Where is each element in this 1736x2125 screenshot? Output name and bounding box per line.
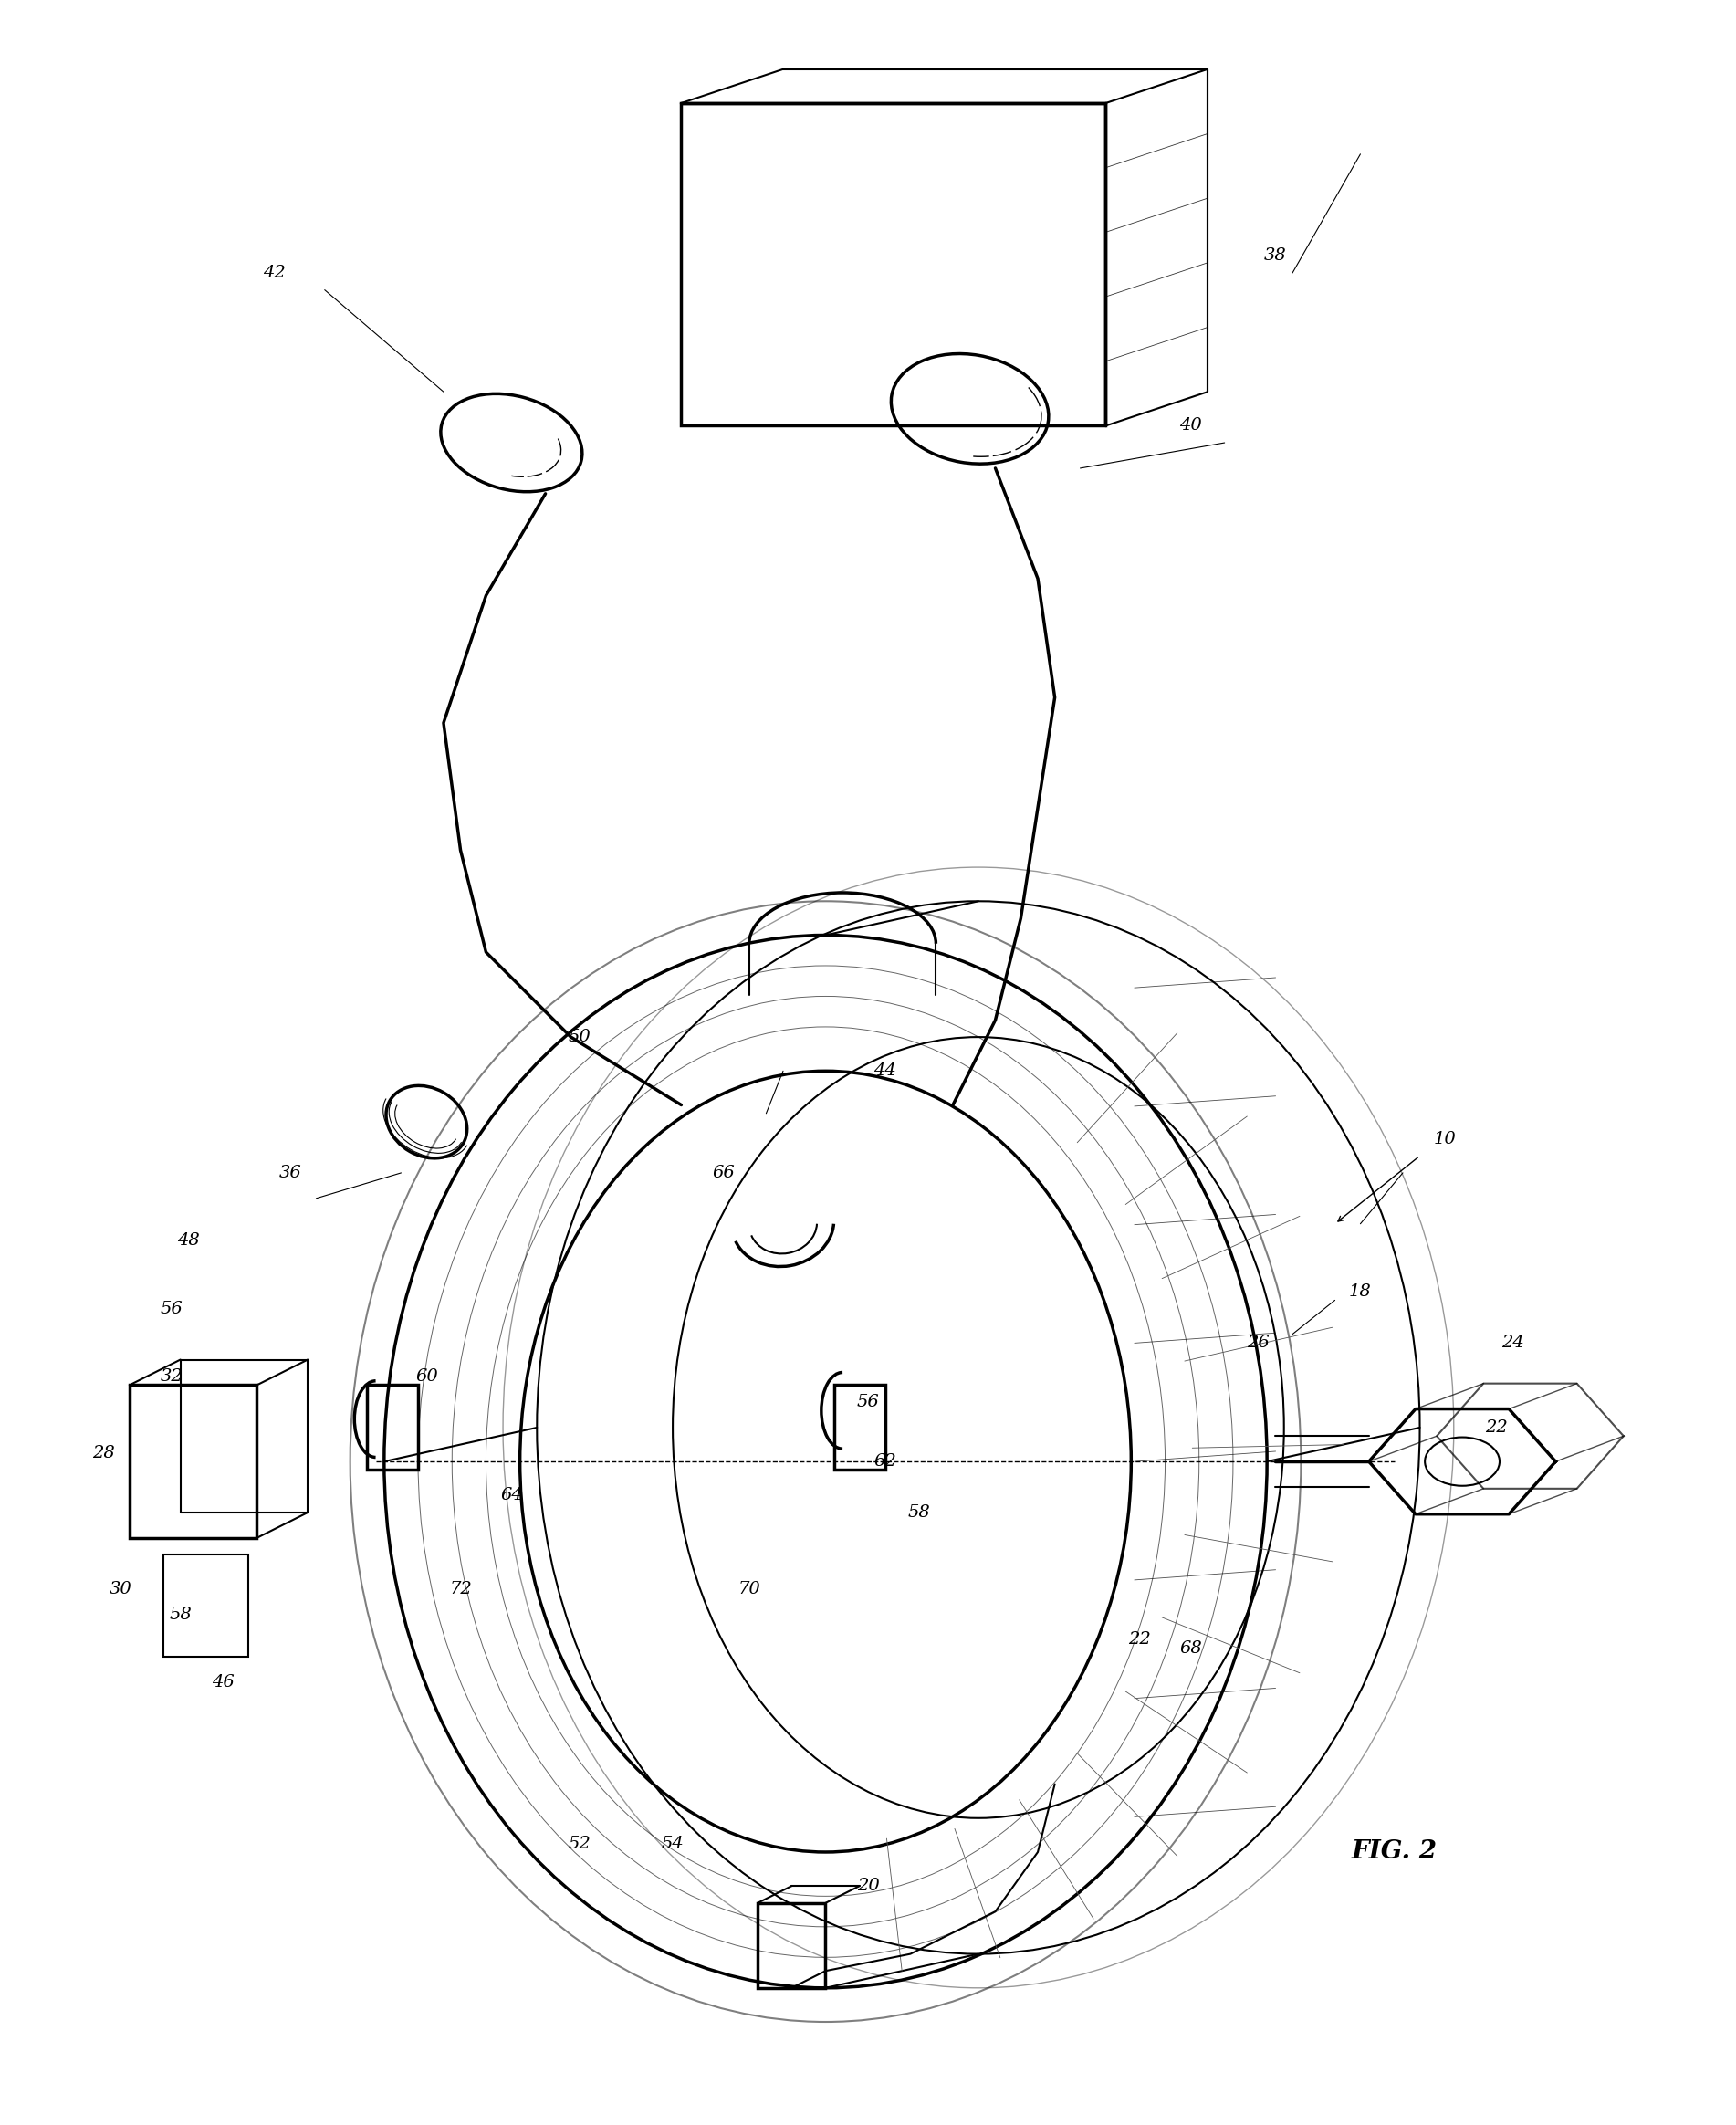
- Text: 54: 54: [661, 1836, 684, 1851]
- Text: 66: 66: [712, 1164, 734, 1182]
- Text: 44: 44: [873, 1062, 896, 1080]
- Text: 72: 72: [450, 1581, 472, 1598]
- Text: 32: 32: [161, 1368, 184, 1386]
- Text: 68: 68: [1179, 1640, 1201, 1658]
- Text: 58: 58: [168, 1606, 191, 1624]
- Text: 22: 22: [1484, 1420, 1507, 1436]
- Text: 10: 10: [1434, 1130, 1457, 1148]
- Text: 18: 18: [1349, 1283, 1371, 1300]
- Text: 48: 48: [177, 1232, 200, 1250]
- Text: 52: 52: [568, 1836, 590, 1851]
- Text: 60: 60: [415, 1368, 437, 1386]
- Text: 50: 50: [568, 1028, 590, 1046]
- Text: FIG. 2: FIG. 2: [1351, 1840, 1437, 1864]
- Text: 22: 22: [1128, 1632, 1151, 1649]
- Text: 56: 56: [161, 1300, 184, 1317]
- Text: 56: 56: [856, 1394, 880, 1411]
- Text: 58: 58: [908, 1504, 930, 1522]
- Text: 46: 46: [212, 1674, 234, 1692]
- Text: 30: 30: [109, 1581, 132, 1598]
- Text: 28: 28: [92, 1445, 115, 1462]
- Text: 26: 26: [1246, 1334, 1269, 1352]
- Text: 64: 64: [500, 1487, 523, 1504]
- Text: 62: 62: [873, 1454, 896, 1470]
- Text: 36: 36: [279, 1164, 302, 1182]
- Text: 42: 42: [262, 266, 285, 280]
- Text: 24: 24: [1502, 1334, 1524, 1352]
- Text: 38: 38: [1264, 249, 1286, 264]
- Text: 40: 40: [1179, 416, 1201, 433]
- Text: 20: 20: [856, 1879, 880, 1893]
- Text: 70: 70: [738, 1581, 760, 1598]
